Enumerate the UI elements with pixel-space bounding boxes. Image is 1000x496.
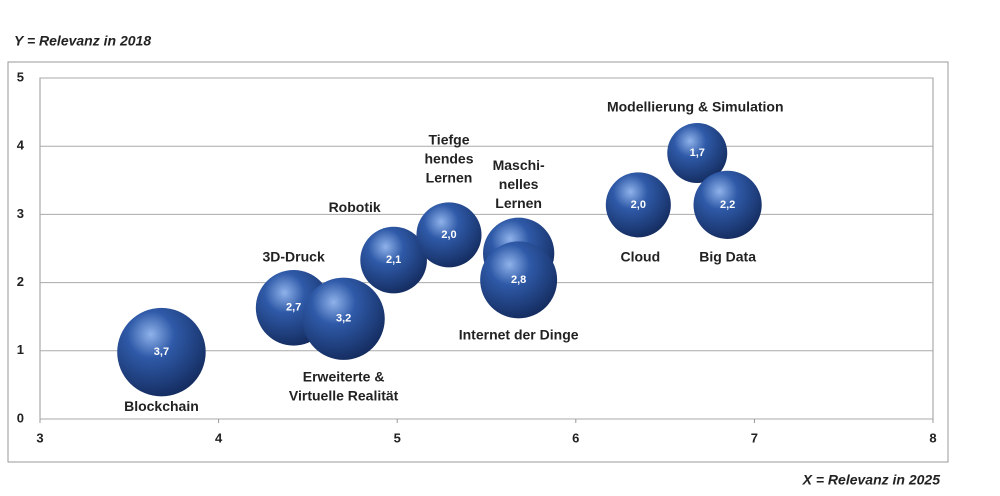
bubble-label: hendes <box>424 151 473 167</box>
value-label: 3,7 <box>154 346 169 358</box>
bubble-label: 3D-Druck <box>262 249 324 265</box>
y-tick-label: 3 <box>17 206 24 221</box>
bubble-label: Lernen <box>495 195 542 211</box>
bubble-label: Modellierung & Simulation <box>607 99 784 115</box>
bubble <box>667 123 728 184</box>
y-tick-label: 2 <box>17 274 24 289</box>
bubble <box>302 277 385 360</box>
value-label: 1,7 <box>690 147 705 159</box>
outer-frame <box>7 61 949 463</box>
bubble-label: Blockchain <box>124 398 199 414</box>
y-tick-label: 1 <box>17 342 24 357</box>
bubble <box>480 241 558 319</box>
x-tick-label: 8 <box>929 430 936 445</box>
x-tick-label: 5 <box>394 430 401 445</box>
bubble-label: Lernen <box>426 170 473 186</box>
bubble-label: Maschi- <box>493 157 545 173</box>
y-tick-label: 0 <box>17 410 24 425</box>
x-tick-label: 6 <box>572 430 579 445</box>
bubble <box>117 307 206 397</box>
bubble-label: Robotik <box>329 199 381 215</box>
x-tick-label: 7 <box>751 430 758 445</box>
y-tick-label: 5 <box>17 69 24 84</box>
y-axis-title: Y = Relevanz in 2018 <box>14 33 151 49</box>
value-label: 2,2 <box>720 199 735 211</box>
bubble-label: Tiefge <box>429 132 470 148</box>
bubble-label: Virtuelle Realität <box>289 387 399 403</box>
bubble <box>360 226 427 294</box>
value-label: 2,0 <box>631 199 646 211</box>
value-label: 2,8 <box>511 274 526 286</box>
bubble <box>605 172 671 238</box>
x-axis-title: X = Relevanz in 2025 <box>802 472 941 488</box>
bubble-label: Cloud <box>620 249 660 265</box>
x-tick-label: 3 <box>36 430 43 445</box>
value-label: 2,0 <box>441 229 456 241</box>
y-tick-label: 4 <box>17 138 25 153</box>
bubble <box>416 202 482 268</box>
value-label: 2,7 <box>286 302 301 314</box>
value-label: 3,2 <box>336 313 351 325</box>
bubble-label: Big Data <box>699 249 756 265</box>
x-tick-label: 4 <box>215 430 223 445</box>
bubble-label: Erweiterte & <box>303 368 385 384</box>
value-label: 2,1 <box>386 254 401 266</box>
bubble-label: Internet der Dinge <box>459 327 579 343</box>
bubble <box>693 170 762 239</box>
bubble-label: nelles <box>499 176 539 192</box>
